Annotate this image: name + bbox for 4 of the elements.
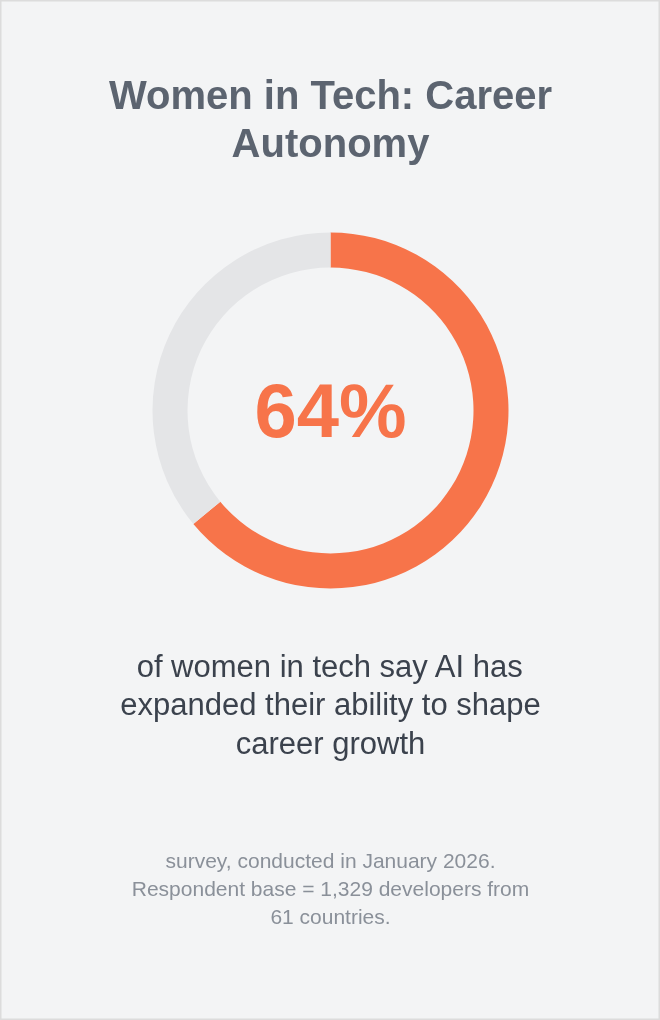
- data-label: 64%: [254, 368, 407, 453]
- text: survey, conducted in January 2026. Respondent base = 1,329 developers from 61 countries.: [131, 848, 530, 929]
- chart-title: Women in Tech: Career Autonomy: [108, 72, 553, 165]
- text: of women in tech say AI has expanded their ability to shape career growth: [120, 648, 541, 761]
